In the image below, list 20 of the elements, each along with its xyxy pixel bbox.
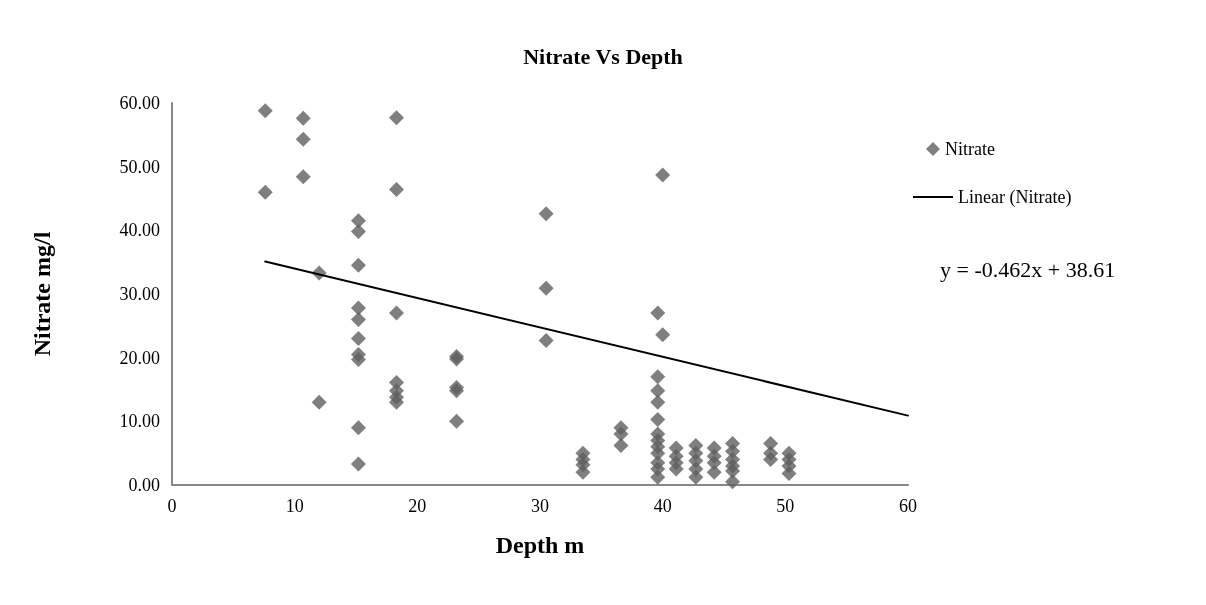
chart-title: Nitrate Vs Depth: [523, 43, 683, 69]
legend-label: Linear (Nitrate): [958, 187, 1072, 208]
x-tick-label: 60: [899, 496, 917, 516]
y-tick-label: 30.00: [119, 284, 160, 304]
y-tick-label: 40.00: [119, 220, 160, 241]
y-axis-title: Nitrate mg/l: [29, 231, 55, 357]
y-tick-label: 60.00: [119, 93, 160, 113]
x-tick-label: 50: [776, 496, 795, 516]
text: y = -0.462x + 38.61: [940, 256, 1116, 282]
x-tick-label: 40: [653, 496, 672, 516]
y-tick-label: 0.00: [128, 475, 160, 495]
legend-label: Nitrate: [945, 139, 995, 159]
y-tick-label: 50.00: [119, 156, 160, 177]
y-tick-label: 20.00: [119, 347, 160, 368]
x-axis-title: Depth m: [495, 532, 585, 558]
x-tick-label: 10: [285, 496, 304, 516]
x-tick-label: 20: [408, 496, 427, 516]
x-tick-label: 0: [167, 496, 177, 516]
x-tick-label: 30: [531, 496, 549, 516]
y-tick-label: 10.00: [119, 411, 160, 432]
